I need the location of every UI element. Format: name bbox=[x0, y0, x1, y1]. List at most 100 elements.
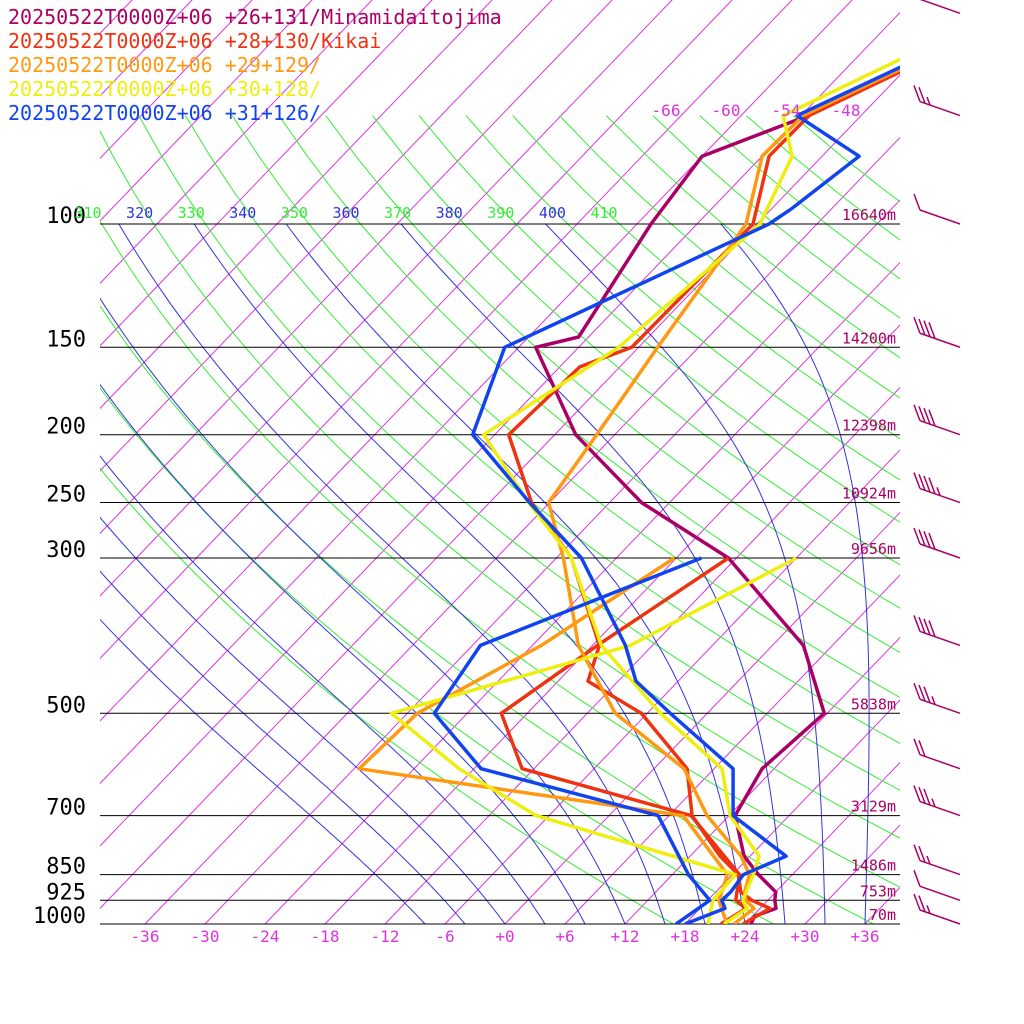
theta-label: 360 bbox=[332, 204, 359, 222]
dry-adiabat-line bbox=[465, 115, 900, 481]
pressure-tick-label: 500 bbox=[46, 693, 86, 718]
isotherm-line bbox=[684, 699, 900, 924]
dewpoint-line bbox=[357, 556, 730, 924]
wind-barb bbox=[913, 844, 961, 876]
wind-barb-flag bbox=[913, 870, 921, 887]
wind-barb-flag bbox=[913, 317, 921, 334]
isotherm-line bbox=[0, 0, 28, 924]
wind-barb-flag bbox=[913, 785, 921, 802]
wind-barb-flag bbox=[918, 473, 926, 491]
isotherm-line bbox=[100, 0, 493, 410]
isotherm-line bbox=[925, 0, 1024, 924]
wind-barb bbox=[913, 683, 961, 714]
wind-barb bbox=[913, 527, 961, 559]
wind-barb bbox=[913, 317, 961, 348]
wind-barb-flag bbox=[928, 322, 936, 339]
pressure-tick-label: 200 bbox=[46, 415, 86, 440]
wind-barb-flag bbox=[913, 683, 921, 700]
pressure-tick-label: 100 bbox=[46, 204, 86, 229]
wind-barbs bbox=[913, 0, 961, 925]
theta-label: 400 bbox=[539, 204, 566, 222]
isotherm-line bbox=[100, 0, 673, 597]
wind-barb bbox=[913, 85, 961, 117]
theta-label: 410 bbox=[590, 204, 617, 222]
isotherm-line bbox=[204, 199, 900, 924]
wind-barb-flag bbox=[928, 532, 936, 550]
isotherm-line bbox=[264, 261, 900, 924]
wind-barb-flag bbox=[928, 409, 936, 427]
wind-barb-half bbox=[926, 855, 931, 865]
wind-barb-flag bbox=[913, 615, 921, 632]
legend-entry: 20250522T0000Z+06 +30+128/ bbox=[8, 77, 321, 101]
temperature-tick-label: -12 bbox=[371, 927, 400, 946]
dry-adiabat-line bbox=[231, 115, 900, 699]
wind-barb bbox=[913, 738, 961, 770]
dry-adiabat-line bbox=[100, 387, 774, 924]
isotherm-lines bbox=[0, 0, 1024, 924]
isotherm-line bbox=[100, 0, 613, 535]
isotherm-line bbox=[100, 0, 193, 97]
temperature-line bbox=[470, 65, 900, 924]
wind-barb-half bbox=[931, 696, 936, 705]
dry-adiabat-line bbox=[100, 219, 900, 888]
dewpoint-line bbox=[389, 556, 798, 924]
height-label: 1486m bbox=[851, 857, 896, 875]
wind-barb-staff bbox=[919, 332, 961, 348]
wind-barb bbox=[919, 0, 961, 14]
wind-barb-flag bbox=[918, 740, 926, 757]
theta-label: 330 bbox=[178, 204, 205, 222]
wind-barb-flag bbox=[913, 738, 921, 755]
dewpoint-line bbox=[432, 556, 712, 924]
temperature-tick-label: +6 bbox=[555, 927, 574, 946]
temperature-tick-label: -18 bbox=[311, 927, 340, 946]
isotherm-line bbox=[100, 0, 253, 160]
theta-label: 350 bbox=[281, 204, 308, 222]
temperature-tick-label: +36 bbox=[851, 927, 880, 946]
theta-label: 370 bbox=[384, 204, 411, 222]
wind-barb-flag bbox=[913, 472, 921, 489]
sounding-profiles bbox=[357, 57, 900, 924]
temperature-line bbox=[481, 57, 900, 924]
wind-barb bbox=[913, 193, 961, 225]
wind-barb-flag bbox=[923, 618, 931, 636]
pressure-tick-label: 700 bbox=[46, 796, 86, 821]
theta-label: 380 bbox=[436, 204, 463, 222]
wind-barb-flag bbox=[923, 407, 931, 425]
isotherm-line bbox=[985, 0, 1024, 924]
isotherm-line bbox=[144, 136, 900, 924]
dry-adiabat-line bbox=[325, 115, 900, 609]
isobar-lines bbox=[100, 223, 900, 925]
wind-barb-half bbox=[931, 798, 936, 807]
isotherm-label: -48 bbox=[832, 101, 861, 120]
isotherm-line bbox=[100, 0, 853, 785]
wind-barb-flag bbox=[913, 193, 921, 211]
wind-barb bbox=[913, 472, 961, 504]
legend-entry: 20250522T0000Z+06 +31+126/ bbox=[8, 101, 321, 125]
wind-barb bbox=[913, 615, 961, 647]
wind-barb-flag bbox=[913, 404, 921, 421]
wind-barb-flag bbox=[923, 320, 931, 337]
wind-barb-flag bbox=[928, 620, 936, 637]
height-label: 3129m bbox=[851, 798, 896, 816]
wind-barb-flag bbox=[918, 616, 926, 634]
pressure-tick-label: 150 bbox=[46, 327, 86, 352]
temperature-tick-label: +0 bbox=[495, 927, 514, 946]
isotherm-line bbox=[324, 324, 900, 924]
pressure-tick-label: 250 bbox=[46, 483, 86, 508]
theta-label: 320 bbox=[126, 204, 153, 222]
wind-barb-flag bbox=[928, 477, 936, 494]
temperature-tick-label: -24 bbox=[251, 927, 280, 946]
wind-barb-staff bbox=[919, 753, 961, 770]
temperature-tick-label: +18 bbox=[671, 927, 700, 946]
wind-barb-flag bbox=[923, 788, 931, 806]
theta-label: 390 bbox=[487, 204, 514, 222]
isotherm-label: -54 bbox=[772, 101, 801, 120]
moist-adiabat-line bbox=[100, 297, 626, 924]
wind-barb-flag bbox=[913, 893, 921, 911]
wind-barb-flag bbox=[918, 529, 926, 546]
pressure-tick-label: 1000 bbox=[33, 904, 86, 929]
pressure-tick-label: 925 bbox=[46, 880, 86, 905]
isotherm-line bbox=[100, 0, 313, 222]
wind-barb-staff bbox=[919, 800, 961, 817]
